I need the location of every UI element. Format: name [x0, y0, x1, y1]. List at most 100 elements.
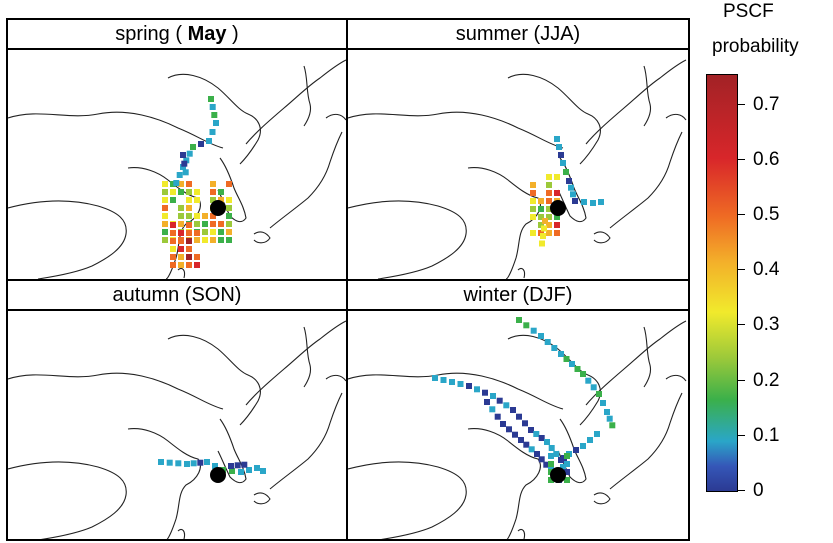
- pscf-grid-cell: [538, 435, 545, 441]
- pscf-grid-cell: [210, 237, 216, 243]
- pscf-grid-cell: [206, 138, 212, 144]
- pscf-grid-cell: [538, 222, 544, 228]
- pscf-grid-cell: [186, 213, 192, 219]
- pscf-grid-cell: [530, 182, 536, 188]
- pscf-grid-cell: [178, 230, 184, 236]
- pscf-grid-cell: [246, 467, 252, 473]
- island-outline: [609, 392, 683, 490]
- colorbar-tick-label: 0.2: [753, 369, 780, 391]
- country-border: [348, 200, 467, 279]
- island-outline: [643, 65, 652, 127]
- pscf-grid-cell: [218, 221, 224, 227]
- pscf-grid-cell: [500, 421, 506, 427]
- pscf-grid-cell: [210, 181, 216, 187]
- pscf-grid-cell: [226, 237, 232, 243]
- coastline: [245, 59, 346, 145]
- pscf-grid-cell: [186, 230, 192, 236]
- coastline: [585, 59, 687, 145]
- pscf-grid-cell: [523, 441, 530, 448]
- pscf-grid-cell: [176, 172, 183, 178]
- coastline: [127, 428, 201, 539]
- coastline: [217, 418, 247, 484]
- island-outline: [593, 492, 611, 505]
- pscf-grid-cell: [554, 136, 560, 142]
- pscf-grid-cell: [184, 461, 190, 467]
- pscf-grid-cell: [544, 339, 551, 345]
- map-winter: [348, 309, 688, 539]
- pscf-grid-cell: [554, 222, 560, 228]
- pscf-grid-cell: [558, 152, 564, 158]
- pscf-grid-cell: [202, 221, 208, 227]
- pscf-grid-cell: [516, 413, 522, 420]
- title-text-end: ): [232, 22, 239, 45]
- pscf-grid-cell: [530, 198, 536, 204]
- pscf-grid-cell: [554, 230, 560, 236]
- pscf-grid-cell: [457, 381, 464, 387]
- country-border: [348, 372, 564, 410]
- colorbar-tick: [738, 379, 745, 381]
- pscf-grid-cell: [522, 420, 528, 427]
- pscf-grid-cell: [238, 469, 244, 475]
- pscf-grid-cell: [158, 459, 164, 465]
- pscf-grid-cell: [587, 437, 593, 443]
- pscf-grid-cell: [162, 181, 168, 187]
- pscf-grid-cell: [543, 461, 550, 468]
- pscf-grid-cell: [194, 189, 200, 195]
- pscf-grid-cell: [194, 262, 200, 268]
- legend-title-line1: PSCF: [723, 1, 774, 22]
- pscf-grid-cell: [546, 214, 552, 220]
- pscf-grid-cell: [530, 230, 536, 236]
- pscf-grid-cell: [546, 182, 552, 188]
- pscf-grid-cell: [194, 230, 200, 236]
- pscf-grid-cell: [506, 426, 512, 433]
- pscf-grid-cell: [590, 200, 596, 206]
- pscf-grid-cell: [229, 468, 235, 474]
- island-outline: [665, 113, 687, 121]
- pscf-grid-cell: [178, 213, 184, 219]
- pscf-grid-cell: [178, 262, 184, 268]
- island-outline: [269, 131, 343, 229]
- pscf-grid-cell: [194, 221, 200, 227]
- country-border: [167, 334, 261, 426]
- pscf-grid-cell: [198, 141, 204, 147]
- pscf-grid-cell: [166, 459, 173, 466]
- island-outline: [593, 231, 611, 244]
- island-outline: [253, 231, 271, 244]
- island-outline: [609, 131, 683, 229]
- island-outline: [253, 492, 271, 505]
- pscf-grid-cell: [548, 453, 554, 459]
- island-outline: [325, 113, 346, 121]
- island-outline: [303, 65, 312, 127]
- pscf-grid-cell: [228, 463, 234, 469]
- pscf-grid-cell: [538, 198, 544, 204]
- pscf-grid-cell: [574, 366, 581, 372]
- pscf-grid-cell: [211, 112, 218, 118]
- island-outline: [643, 326, 652, 388]
- pscf-grid-cell: [580, 443, 586, 449]
- pscf-grid-cell: [482, 389, 488, 396]
- pscf-grid-cell: [474, 386, 480, 393]
- pscf-grid-cell: [197, 459, 204, 466]
- pscf-grid-cell: [209, 129, 216, 135]
- pscf-grid-cell: [170, 262, 176, 268]
- pscf-grid-cell: [254, 465, 260, 471]
- pscf-grid-cell: [528, 427, 534, 433]
- pscf-grid-cell: [564, 453, 570, 459]
- pscf-grid-cell: [178, 205, 184, 211]
- pscf-grid-cell: [178, 189, 184, 195]
- colorbar-tick: [738, 158, 745, 160]
- pscf-grid-cell: [194, 197, 200, 203]
- pscf-grid-cell: [539, 240, 545, 247]
- pscf-grid-cell: [590, 384, 597, 391]
- pscf-grid-cell: [170, 238, 176, 244]
- coastline: [585, 320, 687, 406]
- pscf-grid-cell: [484, 399, 490, 405]
- pscf-grid-cell: [548, 445, 555, 451]
- pscf-grid-cell: [162, 229, 168, 235]
- receptor-site-marker: [210, 200, 226, 216]
- island-outline: [269, 392, 343, 490]
- panel-spring: spring ( May ): [6, 18, 348, 281]
- colorbar-tick-label: 0.5: [753, 204, 780, 225]
- panel-autumn: autumn (SON): [6, 279, 348, 541]
- receptor-site-marker: [550, 467, 566, 483]
